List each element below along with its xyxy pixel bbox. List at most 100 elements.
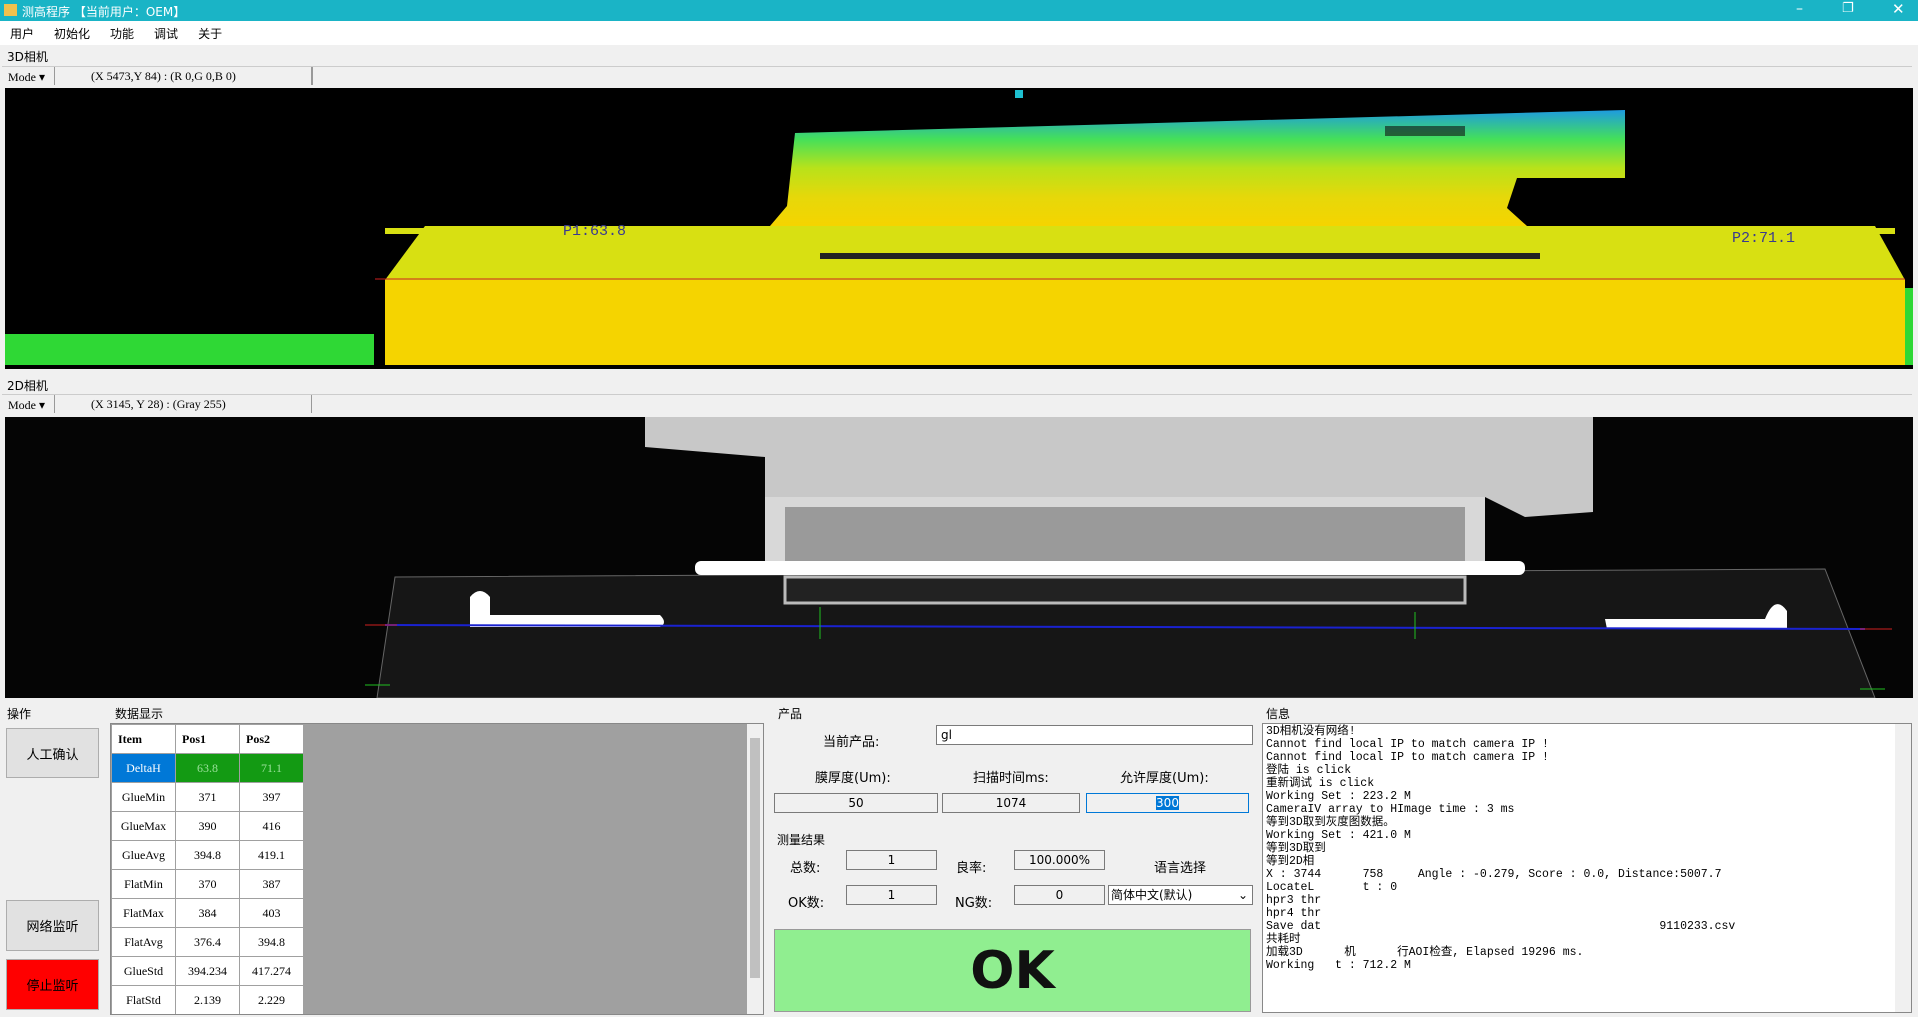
log-line: 共耗时 [1266, 933, 1301, 946]
log-line: 等到3D取到 [1266, 842, 1326, 855]
mode-dropdown[interactable]: Mode ▾ [8, 70, 46, 84]
table-cell: 417.274 [239, 956, 304, 986]
table-header: Item Pos1 Pos2 [111, 724, 304, 754]
annotation: P1:63.8 [563, 223, 626, 240]
mode-dropdown[interactable]: Mode ▾ [8, 398, 46, 412]
menu-item[interactable]: 调试 [154, 26, 179, 41]
table-row: FlatMin 370 387 [111, 869, 304, 899]
language-dropdown[interactable]: 简体中文(默认) ⌄ [1108, 885, 1253, 905]
table-row: GlueAvg 394.8 419.1 [111, 840, 304, 870]
log-line: 重新调试 is click [1266, 777, 1375, 790]
scrollbar[interactable] [747, 724, 763, 1014]
menu-item[interactable]: 关于 [198, 26, 223, 41]
header-cell: Pos2 [239, 724, 304, 754]
menu-bar: 用户 初始化 功能 调试 关于 [0, 21, 1918, 45]
table-row: GlueStd 394.234 417.274 [111, 956, 304, 986]
scrollbar[interactable] [1895, 724, 1911, 1012]
table-cell: GlueStd [111, 956, 176, 986]
ng-value: 0 [1014, 885, 1105, 905]
allowed-input[interactable]: 300 [1086, 793, 1249, 813]
table-cell: 403 [239, 898, 304, 928]
table-cell: 370 [175, 869, 240, 899]
log-line: hpr3 thr [1266, 894, 1322, 907]
status-text: (X 3145, Y 28) : (Gray 255) [54, 395, 312, 413]
label: 当前产品: [823, 735, 880, 750]
panel-title: 信息 [1266, 707, 1291, 721]
table-cell: 2583.5 [176, 1015, 240, 1016]
log-line: 加载3D 机 行AOI检查, Elapsed 19296 ms. [1266, 946, 1584, 959]
log-line: Working Set : 421.0 M [1266, 829, 1411, 842]
annotation: P2:71.1 [1732, 230, 1795, 247]
header-cell: Pos1 [175, 724, 240, 754]
menu-item[interactable]: 初始化 [54, 26, 91, 41]
log-line: Working t : 712.2 M [1266, 959, 1411, 972]
label: NG数: [955, 896, 993, 911]
table-row: FlatAvg 376.4 394.8 [111, 927, 304, 957]
label: 语言选择 [1154, 861, 1207, 876]
table-cell: GlueMin [111, 782, 176, 812]
log-line: 3D相机没有网络! [1266, 725, 1356, 738]
confirm-button[interactable]: 人工确认 [6, 728, 99, 778]
language-value: 简体中文(默认) [1111, 888, 1193, 902]
log-line: 等到2D相 [1266, 855, 1315, 868]
log-line: CameraIV array to HImage time : 3 ms [1266, 803, 1515, 816]
mode-label: Mode [8, 70, 36, 84]
log-line: X : 3744 758 Angle : -0.279, Score : 0.0… [1266, 868, 1722, 881]
label: 扫描时间ms: [973, 771, 1049, 786]
label: 允许厚度(Um): [1120, 771, 1209, 786]
table-cell: FlatStd [111, 985, 176, 1014]
table-cell: 371 [175, 782, 240, 812]
log-line: 登陆 is click [1266, 764, 1352, 777]
table-cell: Y [112, 1015, 176, 1016]
listen-button[interactable]: 网络监听 [6, 900, 99, 951]
title-bar: 测高程序 【当前用户：OEM】 – ❐ ✕ [0, 0, 1918, 21]
data-grid: Item Pos1 Pos2 DeltaH 63.8 71.1 GlueMin 371 397 G… [110, 723, 764, 1015]
panel-title: 操作 [7, 707, 32, 721]
header-cell: Item [111, 724, 176, 754]
panel-title: 产品 [778, 707, 803, 721]
table-cell: 390 [175, 811, 240, 841]
table-row: FlatMax 384 403 [111, 898, 304, 928]
log-line: Cannot find local IP to match camera IP … [1266, 738, 1549, 751]
current-product[interactable]: gl [936, 725, 1253, 745]
toolbar: Mode ▾ (X 5473,Y 84) : (R 0,G 0,B 0) [2, 66, 1912, 87]
table-cell: 376.4 [175, 927, 240, 957]
table-cell: 7966.7 [240, 1015, 304, 1016]
table-cell: FlatMin [111, 869, 176, 899]
label: 膜厚度(Um): [815, 771, 891, 786]
log-line: Save dat 9110233.csv [1266, 920, 1736, 933]
label: OK数: [788, 896, 825, 911]
table-cell: GlueAvg [111, 840, 176, 870]
table-cell: FlatMax [111, 898, 176, 928]
scan-input[interactable]: 1074 [942, 793, 1080, 813]
log-line: hpr4 thr [1266, 907, 1322, 920]
table-row: GlueMax 390 416 [111, 811, 304, 841]
label: 总数: [790, 861, 821, 876]
table-cell: 419.1 [239, 840, 304, 870]
menu-item[interactable]: 功能 [110, 26, 135, 41]
stop-button[interactable]: 停止监听 [6, 959, 99, 1010]
menu-item[interactable]: 用户 [10, 26, 35, 41]
thickness-input[interactable]: 50 [774, 793, 938, 813]
image-2d [5, 417, 1913, 698]
log-line: LocateL t : 0 [1266, 881, 1398, 894]
close[interactable]: ✕ [1892, 0, 1905, 18]
minimize[interactable]: – [1796, 1, 1803, 17]
maximize[interactable]: ❐ [1842, 1, 1854, 16]
table-row: DeltaH 63.8 71.1 [111, 753, 304, 783]
separator [312, 67, 313, 85]
toolbar: Mode ▾ (X 3145, Y 28) : (Gray 255) [2, 394, 1912, 415]
log-box: 3D相机没有网络! Cannot find local IP to match c… [1262, 723, 1912, 1013]
table-row: FlatStd 2.139 2.229 [111, 985, 304, 1014]
mode-label: Mode [8, 398, 36, 412]
window-title: 测高程序 【当前用户：OEM】 [22, 5, 186, 19]
panel-title: 数据显示 [115, 707, 164, 721]
ok-value: 1 [846, 885, 937, 905]
table-cell: DeltaH [111, 753, 176, 783]
total-value: 1 [846, 850, 937, 870]
app-icon [4, 4, 17, 16]
image-3d: P1:63.8 P2:71.1 [5, 88, 1913, 369]
result-indicator: OK [774, 929, 1251, 1012]
section-label: 3D相机 [7, 50, 48, 64]
